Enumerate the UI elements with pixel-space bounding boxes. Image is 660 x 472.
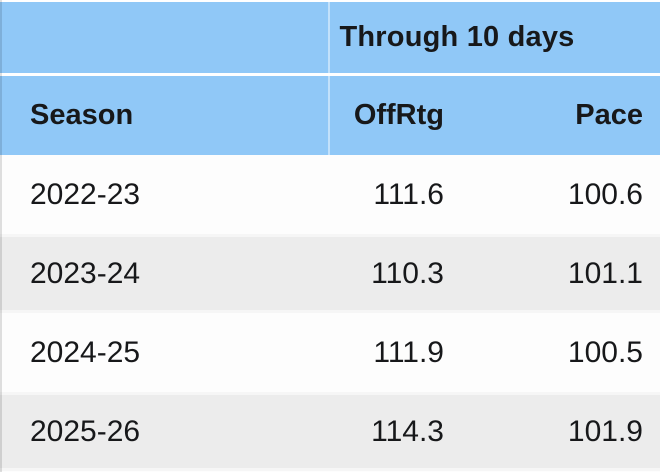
cell-season: 2025-26	[30, 414, 141, 448]
cell-season: 2024-25	[30, 335, 141, 369]
cell-pace: 101.1	[567, 256, 643, 290]
cell-offrtg: 111.9	[373, 335, 444, 369]
cell-offrtg: 111.6	[373, 177, 444, 211]
header-divider	[0, 73, 660, 76]
cell-pace: 100.5	[567, 335, 643, 369]
column-header-pace: Pace	[575, 99, 643, 131]
cell-season: 2022-23	[30, 177, 141, 211]
table-row: 2024-25 111.9 100.5	[0, 313, 660, 392]
cell-pace: 101.9	[567, 414, 643, 448]
column-header-offrtg: OffRtg	[353, 99, 444, 131]
table-row: 2023-24 110.3 101.1	[0, 234, 660, 313]
column-header-season: Season	[0, 76, 330, 155]
cell-season: 2023-24	[30, 256, 141, 290]
cell-offrtg: 114.3	[371, 414, 444, 448]
table-row: 2022-23 111.6 100.6	[0, 155, 660, 234]
column-header-row: Season OffRtg Pace	[0, 76, 660, 155]
cell-pace: 100.6	[567, 177, 643, 211]
group-header-label: Through 10 days	[339, 21, 575, 53]
group-header-empty-cell	[0, 2, 330, 73]
table-group-header-row: Through 10 days	[0, 0, 660, 73]
table-row: 2025-26 114.3 101.9	[0, 392, 660, 471]
cell-offrtg: 110.3	[371, 256, 444, 290]
